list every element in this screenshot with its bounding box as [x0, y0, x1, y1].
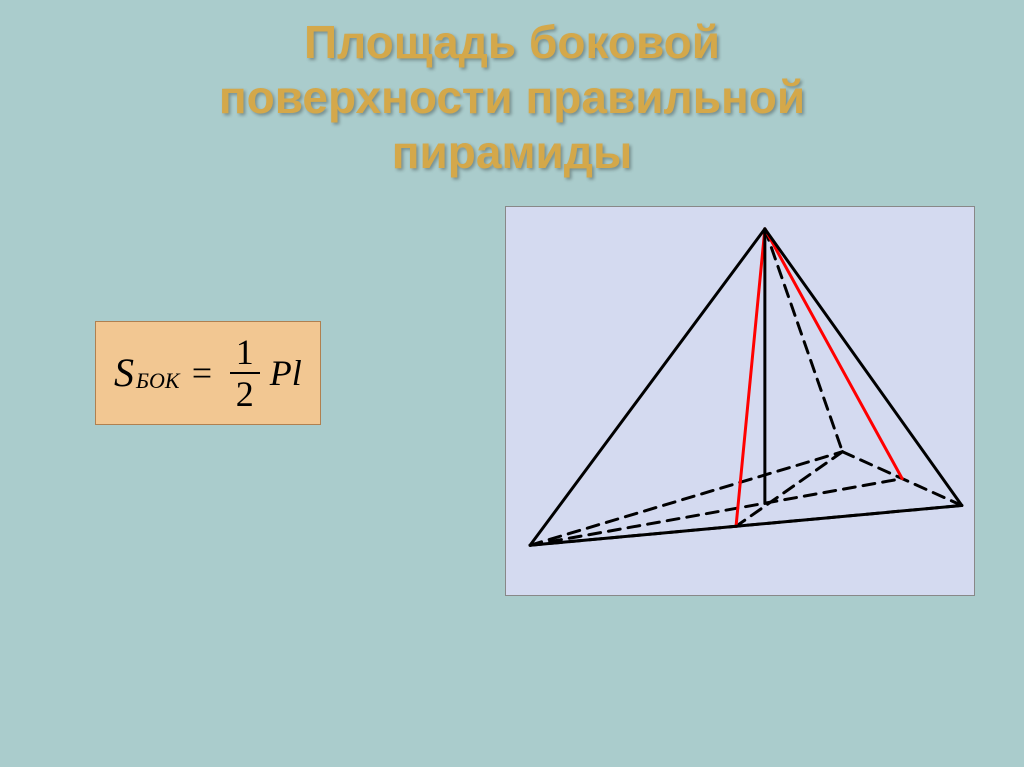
formula-fraction: 1 2	[230, 334, 260, 412]
formula-Pl: Pl	[270, 352, 302, 394]
title-line-3: пирамиды	[392, 126, 633, 178]
fraction-numerator: 1	[230, 334, 260, 372]
title-line-1: Площадь боковой	[304, 16, 720, 68]
fraction-denominator: 2	[230, 372, 260, 412]
formula-subscript: БОК	[136, 368, 179, 394]
title-line-2: поверхности правильной	[219, 71, 805, 123]
formula: S БОК = 1 2 Pl	[114, 334, 302, 412]
formula-S: S	[114, 349, 134, 396]
formula-equals: =	[189, 352, 213, 394]
slide-title: Площадь боковой поверхности правильной п…	[0, 0, 1024, 181]
content-area: S БОК = 1 2 Pl	[0, 191, 1024, 751]
pyramid-diagram	[505, 206, 975, 596]
formula-box: S БОК = 1 2 Pl	[95, 321, 321, 425]
pyramid-svg	[506, 207, 974, 595]
